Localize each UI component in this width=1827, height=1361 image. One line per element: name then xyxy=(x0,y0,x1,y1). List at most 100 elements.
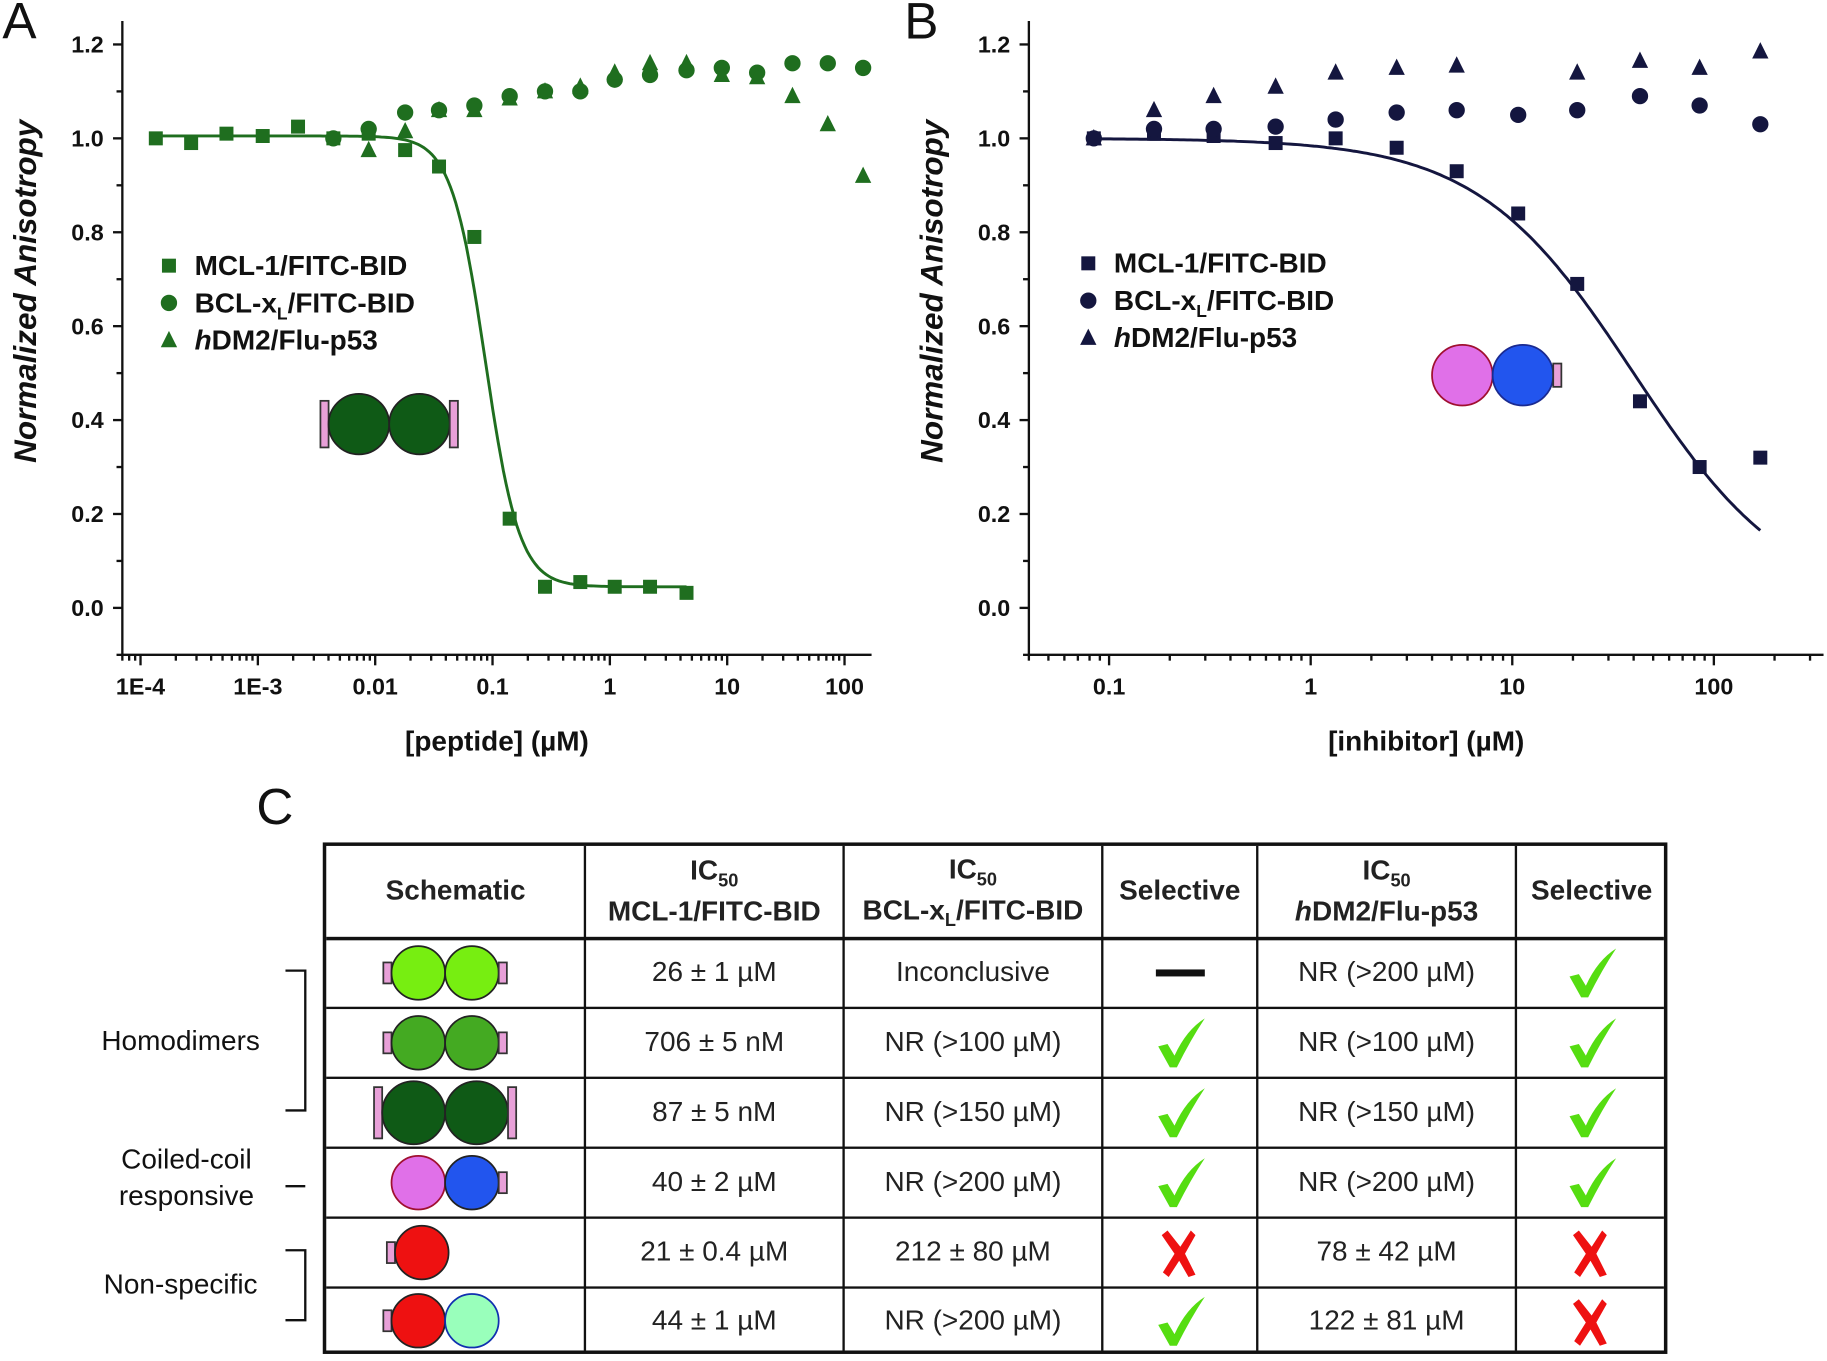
y-tick-label: 1.0 xyxy=(71,126,103,152)
data-point-square xyxy=(1328,131,1343,146)
y-tick-label: 0.8 xyxy=(978,219,1010,245)
data-point-triangle xyxy=(641,53,659,71)
table-row-divider xyxy=(326,1006,1664,1010)
data-point-circle xyxy=(325,130,342,147)
data-point-triangle xyxy=(430,100,448,118)
table-row-divider xyxy=(326,1146,1664,1149)
protein-domain-circle xyxy=(381,1080,446,1146)
ic50-value-bclxl: NR (>100 µM) xyxy=(884,1026,1062,1059)
header-target-label: /FITC-BID xyxy=(955,894,1084,926)
x-tick-label: 100 xyxy=(1694,673,1733,699)
schematic-graphic xyxy=(382,1293,500,1349)
y-axis-label: Normalized Anisotropy xyxy=(915,118,950,463)
ic50-value-hdm2: NR (>150 µM) xyxy=(1298,1096,1476,1128)
schematic-cell xyxy=(326,1148,585,1218)
header-target: hDM2/Flu-p53 xyxy=(1295,893,1478,931)
data-point-circle xyxy=(1569,102,1586,119)
data-point-square xyxy=(1389,140,1404,155)
y-tick-label: 0.0 xyxy=(978,595,1010,621)
data-point-circle xyxy=(1691,97,1708,114)
table-column-divider xyxy=(842,845,845,1351)
peptide-tag-right xyxy=(507,1086,518,1140)
y-tick-label: 1.2 xyxy=(978,32,1010,58)
cross-icon xyxy=(1161,1230,1195,1278)
header-target-label: DM2/Flu-p53 xyxy=(1311,895,1479,928)
table-row-divider xyxy=(326,936,1664,941)
data-point-square xyxy=(255,129,270,144)
table-header-cell: IC50 BCL-xL/FITC-BID xyxy=(844,846,1103,938)
data-point-square xyxy=(398,143,413,158)
data-point-triangle xyxy=(748,67,766,85)
data-point-circle xyxy=(1510,106,1527,124)
data-point-square xyxy=(432,159,447,174)
data-point-triangle xyxy=(678,53,695,71)
check-icon xyxy=(1157,1018,1205,1068)
y-tick-label: 0.4 xyxy=(71,407,103,433)
group-label-coiled-coil: Coiled-coil responsive xyxy=(93,1142,279,1215)
header-ic50: IC50 xyxy=(690,853,738,894)
legend-label: BCL-xL/FITC-BID xyxy=(1114,285,1334,321)
ic50-value-bclxl: 212 ± 80 µM xyxy=(895,1236,1051,1268)
check-icon xyxy=(1157,1088,1205,1138)
schematic-graphic xyxy=(390,1155,508,1211)
header-ic-sub: 50 xyxy=(718,871,739,891)
header-ic: IC xyxy=(1362,855,1391,887)
panel-label-c: C xyxy=(256,778,294,836)
protein-domain-circle xyxy=(388,392,451,456)
group-label-coiled-2: responsive xyxy=(118,1180,255,1213)
header-ic-sub: 50 xyxy=(1390,871,1411,891)
selectivity-cell xyxy=(1516,1218,1667,1288)
legend-marker-triangle xyxy=(1080,328,1097,345)
data-point-circle xyxy=(1448,102,1465,119)
selectivity-cell xyxy=(1102,1008,1257,1078)
legend-marker-triangle xyxy=(160,330,178,348)
data-point-square xyxy=(1632,394,1647,409)
header-label: Selective xyxy=(1531,875,1653,907)
table-header-cell: Selective xyxy=(1102,846,1257,938)
header-target: MCL-1/FITC-BID xyxy=(608,893,821,931)
ic50-value-bclxl: NR (>200 µM) xyxy=(884,1166,1062,1198)
legend-marker-circle xyxy=(1080,292,1097,309)
protein-domain-circle xyxy=(390,1015,446,1071)
y-tick-label: 1.2 xyxy=(71,32,103,58)
table-header-cell: Schematic xyxy=(326,846,585,938)
check-icon xyxy=(1569,1018,1617,1068)
data-point-triangle xyxy=(1085,129,1102,146)
x-tick-label: 1 xyxy=(1304,673,1317,699)
ic50-value-bclxl: Inconclusive xyxy=(895,956,1050,989)
data-point-circle xyxy=(1631,87,1649,105)
y-tick-label: 0.6 xyxy=(978,313,1010,339)
data-point-triangle xyxy=(1267,77,1284,94)
data-point-triangle xyxy=(536,82,554,99)
table-column-divider xyxy=(1101,845,1104,1351)
selectivity-cell xyxy=(1102,1148,1257,1218)
x-tick-label: 1E-4 xyxy=(116,673,165,699)
data-point-square xyxy=(1268,136,1283,151)
y-tick-label: 1.0 xyxy=(978,126,1010,152)
table-row-divider xyxy=(326,1286,1664,1289)
fit-curve xyxy=(155,134,687,589)
panel-label-a: A xyxy=(2,0,37,51)
selectivity-cell xyxy=(1102,1218,1257,1288)
peptide-tag-left xyxy=(385,1241,396,1264)
data-point-triangle xyxy=(1631,51,1649,68)
y-tick-label: 0.2 xyxy=(71,501,103,527)
data-point-triangle xyxy=(396,121,414,139)
peptide-tag-left xyxy=(382,1031,393,1055)
cross-icon xyxy=(1573,1230,1607,1278)
check-icon xyxy=(1569,1158,1617,1208)
data-point-triangle xyxy=(1205,86,1222,104)
header-ic: IC xyxy=(948,853,977,886)
group-label-coiled-1: Coiled-coil xyxy=(121,1144,252,1176)
data-point-circle xyxy=(1267,118,1284,135)
schematic-graphic xyxy=(373,1080,518,1146)
table-column-divider xyxy=(583,845,587,1351)
schematic-graphic xyxy=(385,1224,450,1281)
selectivity-cell xyxy=(1516,938,1667,1008)
y-tick-label: 0.8 xyxy=(71,219,103,245)
dash-icon xyxy=(1155,969,1205,977)
data-point-circle xyxy=(1327,111,1344,128)
header-ic50: IC50 xyxy=(1362,853,1410,894)
legend-marker-circle xyxy=(160,294,178,312)
data-point-square xyxy=(291,119,306,134)
